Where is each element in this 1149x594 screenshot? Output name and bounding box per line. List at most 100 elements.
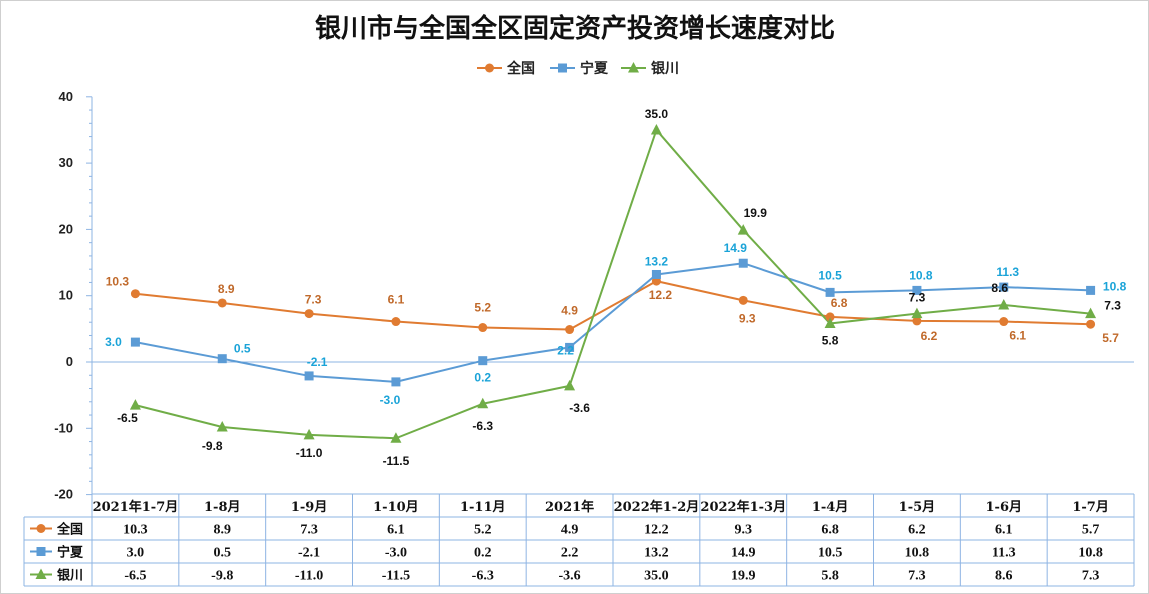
data-point	[1085, 307, 1097, 319]
data-point	[216, 420, 228, 432]
data-point	[564, 379, 576, 391]
x-category-label: 2021年	[545, 499, 594, 515]
data-point	[999, 317, 1009, 327]
table-cell: 6.8	[821, 523, 839, 538]
y-tick-label: 40	[59, 89, 73, 104]
row-legend-marker	[36, 524, 46, 533]
data-label: 8.6	[991, 281, 1008, 295]
data-point	[911, 307, 923, 319]
data-label: 5.8	[822, 334, 839, 348]
table-cell: 19.9	[731, 569, 756, 584]
table-cell: -11.5	[382, 569, 410, 584]
table-cell: 0.2	[474, 546, 492, 561]
table-cell: 0.5	[214, 546, 232, 561]
data-point	[130, 337, 140, 347]
data-label: -6.3	[472, 419, 493, 433]
data-point	[304, 371, 314, 381]
data-label: 3.0	[105, 335, 122, 349]
legend: 全国 宁夏 银川	[477, 60, 679, 77]
x-category-label: 2021年1-7月	[93, 499, 179, 515]
data-point	[1086, 319, 1096, 329]
data-label: 0.2	[474, 371, 491, 385]
data-point	[998, 298, 1010, 310]
data-point	[912, 285, 922, 295]
table-cell: 6.1	[387, 523, 405, 538]
legend-label: 银川	[651, 60, 679, 77]
data-label: 8.9	[218, 282, 235, 296]
row-label: 全国	[56, 522, 83, 538]
data-label: 10.3	[106, 275, 130, 289]
legend-marker	[558, 63, 567, 73]
data-label: 0.5	[234, 342, 251, 356]
data-point	[391, 377, 401, 387]
data-label: 5.2	[474, 301, 491, 315]
table-cell: 14.9	[731, 546, 756, 561]
series-line-1	[135, 262, 1091, 383]
x-category-label: 1-7月	[1072, 500, 1109, 515]
data-point	[738, 258, 748, 268]
data-point	[1086, 285, 1096, 295]
table-cell: 12.2	[644, 523, 669, 538]
legend-label: 宁夏	[580, 60, 609, 77]
data-label: 6.2	[921, 329, 938, 343]
table-cell: 6.2	[908, 523, 926, 538]
data-point	[129, 399, 141, 410]
table-cell: -6.3	[472, 569, 494, 584]
y-tick-label: -20	[54, 487, 73, 502]
data-label: 19.9	[744, 206, 768, 220]
data-point	[478, 356, 488, 366]
data-table: 2021年1-7月 1-8月 1-9月 1-10月 1-11月 2021年 2022年1-2…	[23, 493, 1135, 587]
data-label: 10.8	[909, 268, 933, 282]
row-legend-marker	[35, 568, 47, 579]
table-cell: -9.8	[211, 569, 233, 584]
data-point	[217, 354, 227, 364]
legend-marker	[485, 63, 494, 73]
series-line-0	[135, 280, 1091, 331]
data-label: 11.3	[996, 265, 1019, 279]
legend-label: 全国	[506, 60, 535, 77]
data-point	[303, 428, 315, 440]
table-cell: 5.2	[474, 523, 492, 538]
table-cell: 13.2	[644, 546, 669, 561]
data-label: 10.8	[1103, 279, 1127, 293]
data-point	[824, 317, 836, 329]
table-cell: 2.2	[561, 546, 579, 561]
x-category-label: 2022年1-2月	[614, 499, 700, 515]
table-cell: 11.3	[992, 546, 1016, 561]
data-point	[912, 316, 922, 326]
data-label: 10.5	[818, 268, 842, 282]
x-category-label: 1-8月	[204, 500, 241, 515]
data-point	[565, 325, 575, 335]
legend-marker	[628, 62, 639, 73]
table-cell: 8.9	[214, 523, 232, 538]
data-point	[565, 342, 575, 352]
x-category-label: 1-11月	[460, 500, 506, 515]
table-cell: 9.3	[735, 523, 753, 538]
data-label: 7.3	[909, 291, 926, 305]
data-label: 9.3	[739, 311, 756, 325]
data-label: 13.2	[645, 254, 669, 268]
data-label: 7.3	[305, 293, 322, 307]
table-cell: -11.0	[295, 569, 323, 584]
data-label: -11.5	[383, 454, 410, 468]
data-label: -9.8	[202, 439, 223, 453]
y-tick-label: -10	[54, 420, 73, 435]
data-label: 12.2	[649, 288, 673, 302]
table-cell: 10.5	[818, 546, 843, 561]
table-cell: -3.6	[558, 569, 580, 584]
data-label: 6.1	[1009, 329, 1026, 343]
data-label: 5.7	[1102, 331, 1119, 345]
row-label: 宁夏	[57, 545, 84, 561]
plot-area: 40 30 20 10 0 -10 -20 10.3 8.9 7.3 6.1 5.2 4.9 12.2 9.…	[54, 89, 1134, 502]
chart-title: 银川市与全国全区固定资产投资增长速度对比	[315, 13, 835, 44]
data-label: 14.9	[724, 241, 748, 255]
y-tick-label: 30	[59, 155, 73, 170]
table-cell: -2.1	[298, 546, 320, 561]
y-tick-label: 20	[59, 221, 73, 236]
x-category-label: 1-4月	[812, 500, 849, 515]
data-point	[650, 123, 662, 135]
table-cell: -6.5	[124, 569, 146, 584]
data-point	[825, 287, 835, 297]
